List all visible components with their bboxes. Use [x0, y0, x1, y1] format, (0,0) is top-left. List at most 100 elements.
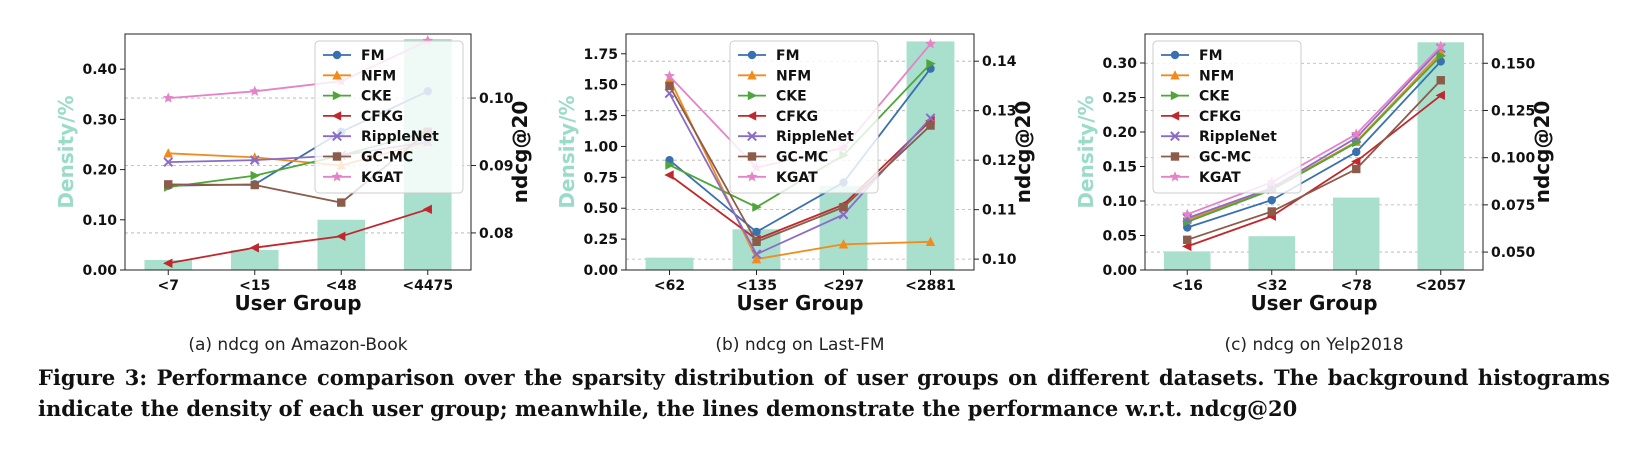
- series-point-gc-mc: [250, 180, 259, 190]
- density-bar: [1333, 197, 1380, 270]
- caption-label: Figure 3:: [38, 365, 148, 390]
- legend-entry-gc-mc: GC-MC: [361, 150, 413, 166]
- series-line-gc-mc: [668, 85, 932, 243]
- legend-marker-fm: [1170, 50, 1180, 60]
- series-point-ripplenet: [163, 157, 174, 168]
- series-point-cfkg: [1182, 241, 1192, 252]
- series-point-cfkg: [1435, 90, 1445, 101]
- legend-marker-kgat: [746, 171, 758, 182]
- y-right-tick-label: 0.14: [982, 54, 1017, 70]
- series-point-fm: [1352, 147, 1361, 157]
- legend-entry-fm: FM: [1199, 48, 1223, 64]
- y-left-tick-label: 0.00: [583, 263, 618, 279]
- series-point-nfm: [838, 239, 849, 249]
- legend-marker-ripplenet: [332, 131, 342, 142]
- series-point-cke: [752, 202, 762, 212]
- y-left-tick-label: 0.20: [82, 163, 117, 179]
- y-left-tick-label: 0.00: [82, 263, 117, 279]
- series-point-kgat: [1350, 128, 1362, 139]
- series-line-kgat: [1186, 45, 1442, 216]
- legend-marker-fm: [747, 50, 757, 60]
- legend-entry-ripplenet: RippleNet: [1199, 129, 1277, 145]
- y-left-tick-label: 0.75: [583, 170, 618, 186]
- legend-box: [729, 40, 879, 194]
- x-tick-label: <2057: [1415, 278, 1466, 294]
- x-tick-label: <135: [736, 278, 777, 294]
- series-point-ripplenet: [1182, 213, 1193, 223]
- plot-frame: [1144, 33, 1484, 271]
- density-bar: [819, 185, 868, 270]
- density-bar: [906, 41, 955, 271]
- series-point-kgat: [1181, 208, 1193, 219]
- y-left-axis-label: Density/%: [54, 95, 78, 208]
- x-tick-label: <15: [239, 278, 270, 294]
- y-left-tick-label: 1.00: [583, 139, 618, 155]
- legend-entry-kgat: KGAT: [361, 170, 403, 186]
- series-point-gc-mc: [1436, 76, 1445, 85]
- figure-caption: Figure 3: Performance comparison over th…: [38, 362, 1610, 424]
- series-point-nfm: [925, 236, 936, 246]
- y-right-axis-label: ndcg@20: [508, 101, 532, 204]
- legend-box: [314, 40, 464, 194]
- x-tick-label: <48: [326, 278, 357, 294]
- y-left-tick-label: 0.10: [1102, 194, 1137, 210]
- x-tick-label: <297: [823, 278, 864, 294]
- caption-text: Performance comparison over the sparsity…: [38, 365, 1610, 421]
- plot-frame: [625, 33, 975, 271]
- y-right-tick-label: 0.11: [982, 203, 1017, 219]
- x-tick-label: <62: [654, 278, 685, 294]
- legend-entry-ripplenet: RippleNet: [776, 129, 854, 145]
- legend-marker-cfkg: [746, 111, 757, 121]
- y-left-axis-label: Density/%: [555, 95, 579, 208]
- legend-marker-cke: [747, 90, 758, 101]
- series-point-cfkg: [1351, 156, 1361, 167]
- legend-entry-gc-mc: GC-MC: [776, 150, 828, 166]
- x-tick-label: <32: [1256, 278, 1287, 294]
- x-axis-label: User Group: [1250, 291, 1377, 315]
- y-left-tick-label: 0.05: [1102, 228, 1137, 244]
- x-tick-label: <4475: [402, 278, 453, 294]
- series-line-fm: [1187, 60, 1442, 229]
- subcaption-2: (c) ndcg on Yelp2018: [1224, 335, 1403, 355]
- y-left-tick-label: 0.15: [1102, 159, 1137, 175]
- legend-marker-ripplenet: [747, 131, 757, 142]
- series-point-nfm: [163, 148, 173, 158]
- series-line-cfkg: [1186, 94, 1442, 248]
- series-point-cfkg: [163, 258, 173, 268]
- y-left-tick-label: 0.00: [1102, 263, 1137, 279]
- chart-0: 0.00 0.10 0.20 0.30 0.40 0.08 0.09 0.10 <7 <15 <48…: [54, 33, 532, 315]
- legend-entry-kgat: KGAT: [776, 170, 818, 186]
- series-point-ripplenet: [249, 155, 260, 165]
- series-point-nfm: [751, 253, 762, 264]
- series-point-cfkg: [336, 231, 346, 241]
- y-right-tick-label: 0.150: [1491, 56, 1536, 72]
- series-line-cfkg: [668, 119, 932, 241]
- series-point-gc-mc: [1183, 235, 1192, 244]
- series-point-cfkg: [249, 243, 259, 253]
- y-left-tick-label: 0.25: [1102, 90, 1137, 106]
- legend-marker-nfm: [747, 70, 757, 80]
- series-point-cke: [250, 170, 260, 181]
- series-line-nfm: [668, 78, 931, 261]
- series-point-cfkg: [422, 204, 432, 215]
- series-point-ripplenet: [751, 249, 762, 260]
- legend-marker-gc-mc: [332, 152, 342, 161]
- x-tick-label: <78: [1341, 278, 1372, 294]
- y-left-tick-label: 0.20: [1102, 125, 1137, 141]
- legend-entry-cfkg: CFKG: [776, 109, 818, 125]
- legend: FM NFM CKE CFKG RippleNet GC-MC KGAT: [729, 40, 879, 194]
- legend-marker-cfkg: [1169, 111, 1180, 121]
- density-bar: [645, 257, 694, 270]
- series-line-cke: [1186, 55, 1442, 223]
- x-tick-label: <7: [158, 278, 179, 294]
- y-right-tick-label: 0.12: [982, 153, 1017, 169]
- legend: FM NFM CKE CFKG RippleNet GC-MC KGAT: [314, 40, 464, 194]
- legend-marker-cke: [1170, 90, 1181, 101]
- series-point-ripplenet: [925, 113, 936, 124]
- y-left-axis-label: Density/%: [1074, 95, 1098, 208]
- legend-box: [1152, 40, 1302, 194]
- subcaption-0: (a) ndcg on Amazon-Book: [188, 335, 407, 355]
- y-right-tick-label: 0.10: [479, 91, 514, 107]
- y-right-tick-label: 0.125: [1491, 103, 1535, 119]
- legend-marker-nfm: [332, 70, 342, 80]
